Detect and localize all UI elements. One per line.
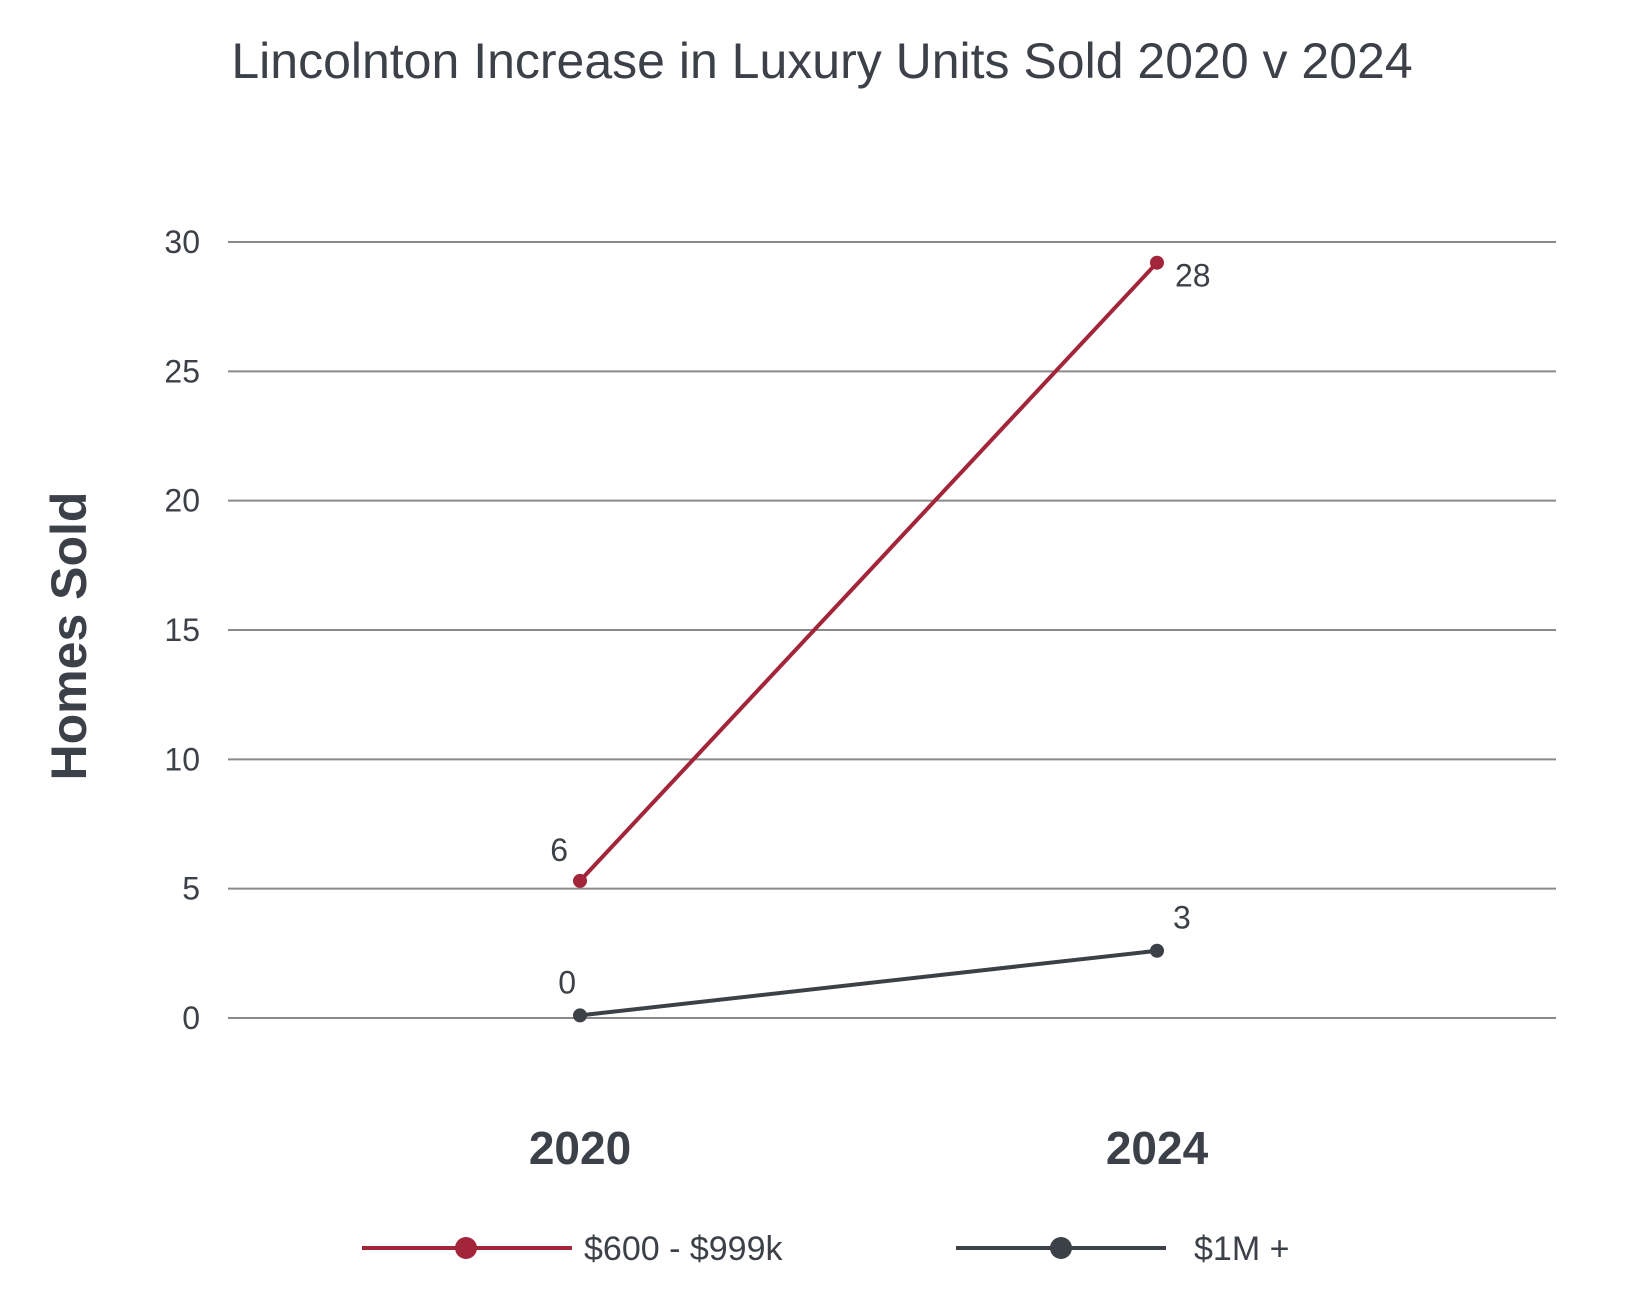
- y-axis-ticks: 0 5 10 15 20 25 30: [164, 224, 200, 1036]
- data-point: [573, 873, 587, 888]
- data-point: [1150, 943, 1164, 958]
- data-label: 6: [550, 832, 568, 868]
- gridlines: [228, 241, 1556, 1019]
- data-point: [1150, 255, 1164, 270]
- y-tick-label: 20: [164, 483, 200, 519]
- y-tick-label: 10: [164, 741, 200, 777]
- x-tick-label: 2024: [1106, 1122, 1209, 1174]
- x-axis-ticks: 2020 2024: [529, 1122, 1209, 1174]
- data-label: 3: [1173, 900, 1191, 936]
- legend-marker: [1050, 1237, 1072, 1259]
- chart-title: Lincolnton Increase in Luxury Units Sold…: [231, 33, 1412, 89]
- series-line: [578, 261, 1159, 883]
- y-tick-label: 30: [164, 224, 200, 260]
- legend-marker: [455, 1237, 477, 1259]
- legend-label: $1M +: [1194, 1230, 1289, 1268]
- data-labels: 6 28 0 3: [550, 258, 1210, 1001]
- y-tick-label: 5: [182, 871, 200, 907]
- x-tick-label: 2020: [529, 1122, 631, 1174]
- data-label: 28: [1175, 258, 1211, 294]
- data-point: [573, 1008, 587, 1023]
- y-tick-label: 15: [164, 612, 200, 648]
- data-label: 0: [558, 964, 576, 1000]
- y-axis-title: Homes Sold: [41, 492, 97, 781]
- y-tick-label: 25: [164, 353, 200, 389]
- series-lines: [573, 255, 1164, 1023]
- series-line: [579, 948, 1158, 1018]
- y-tick-label: 0: [182, 1000, 200, 1036]
- legend-label: $600 - $999k: [584, 1230, 783, 1268]
- legend: $600 - $999k $1M +: [362, 1230, 1289, 1268]
